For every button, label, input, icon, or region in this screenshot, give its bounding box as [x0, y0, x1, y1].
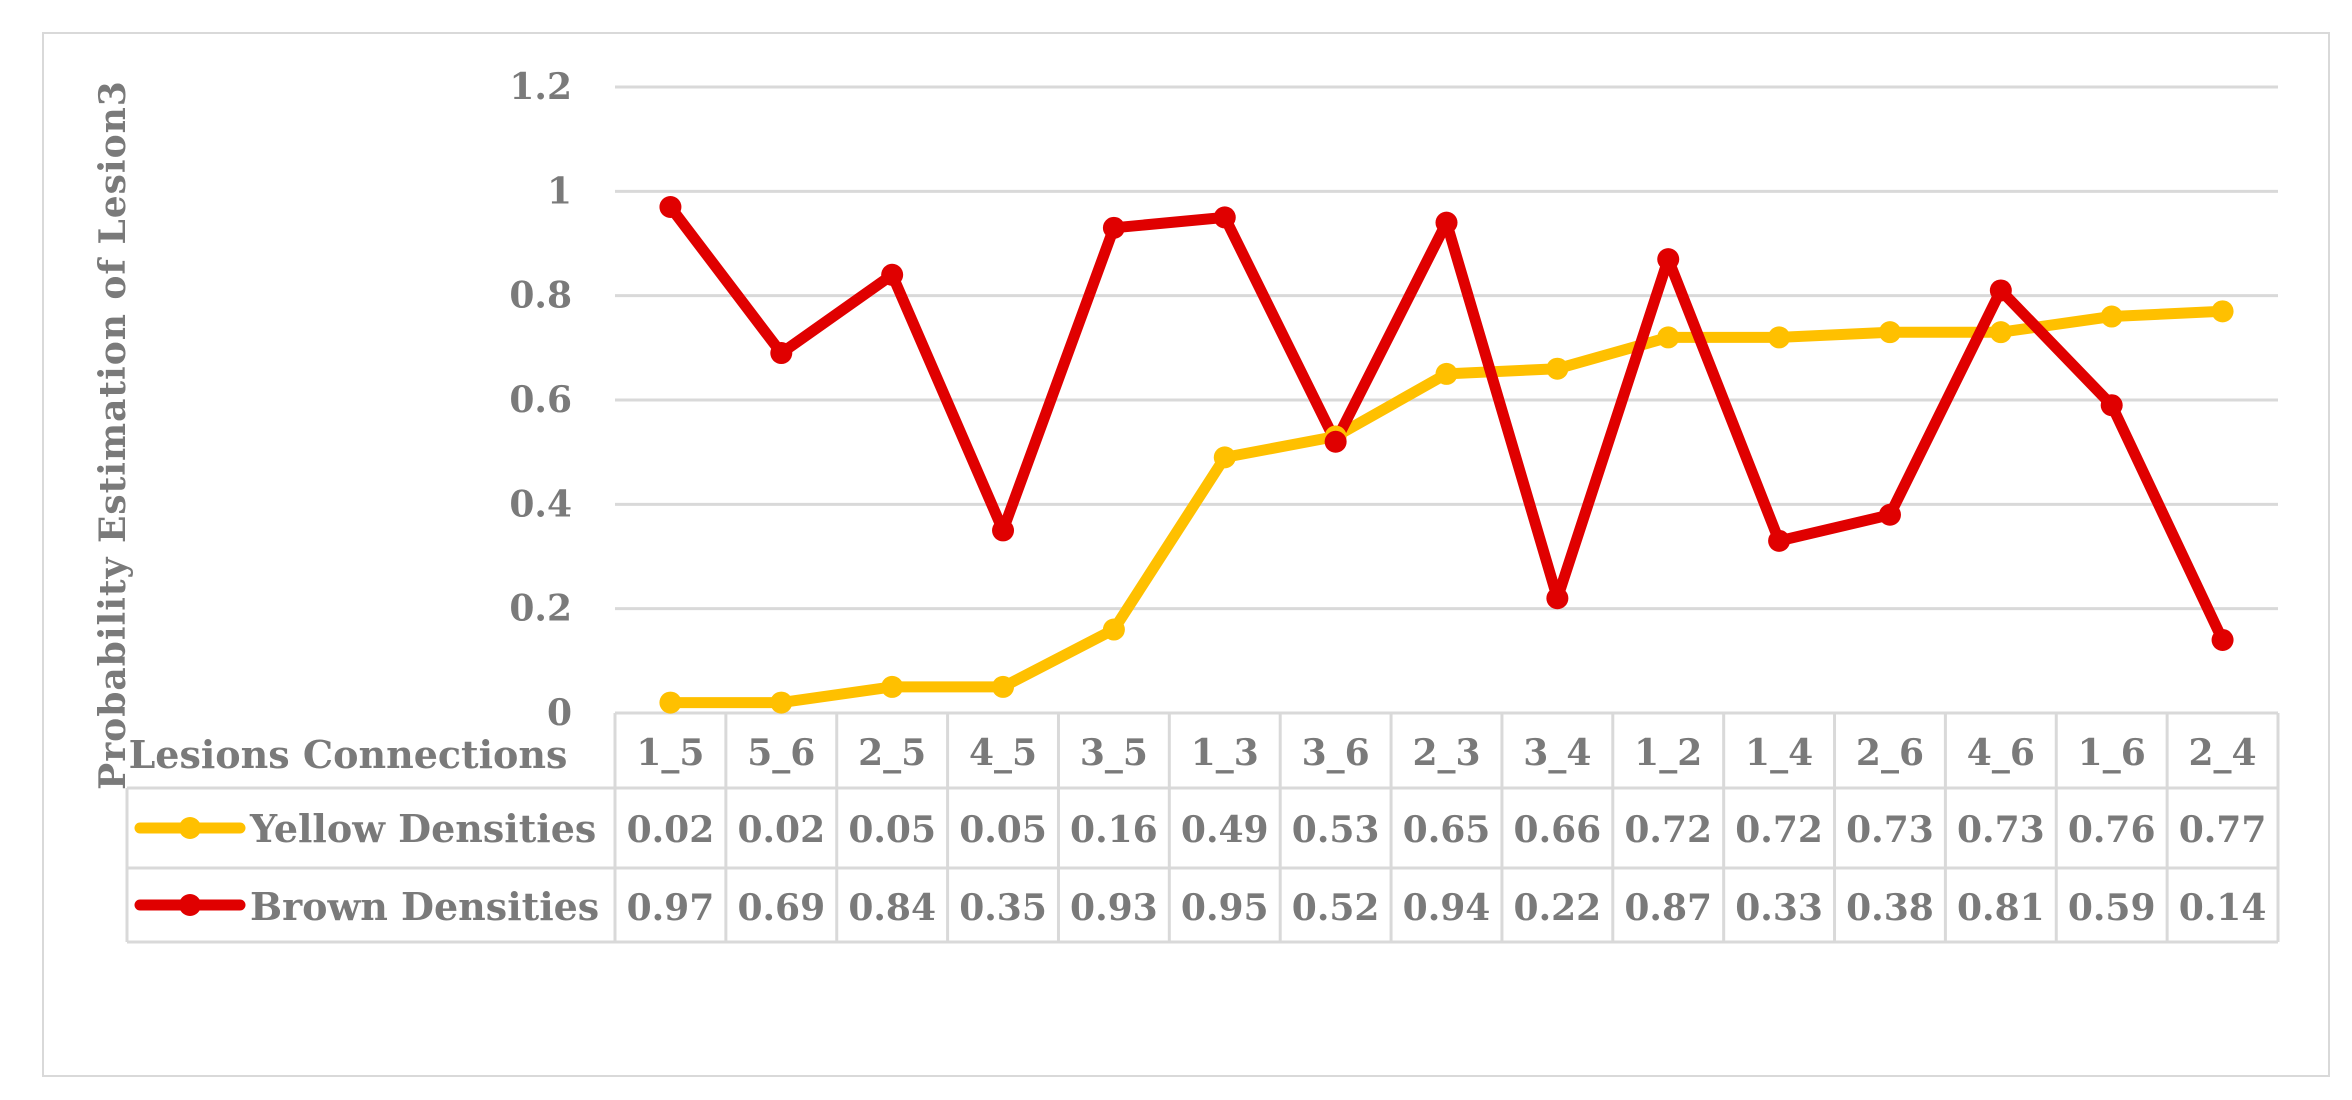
- data-point: [770, 342, 793, 365]
- x-tick-label: 2_3: [1412, 732, 1480, 774]
- data-point: [1213, 206, 1236, 229]
- data-label: 0.84: [848, 887, 936, 929]
- x-tick-label: 1_6: [2078, 732, 2146, 774]
- data-point: [1102, 216, 1125, 239]
- x-tick-label: 3_6: [1302, 732, 1370, 774]
- data-point: [992, 519, 1015, 542]
- y-tick-label: 0: [547, 692, 572, 734]
- y-tick-label: 0.4: [509, 483, 572, 525]
- x-tick-label: 2_4: [2189, 732, 2257, 774]
- y-axis-title: Probability Estimation of Lesion3: [92, 80, 134, 790]
- y-tick-label: 1: [547, 170, 572, 212]
- data-point: [1102, 618, 1125, 641]
- data-label: 0.97: [627, 887, 715, 929]
- data-point: [2211, 628, 2234, 651]
- data-point: [1989, 321, 2012, 344]
- data-label: 0.05: [848, 809, 936, 851]
- x-tick-label: 4_6: [1967, 732, 2035, 774]
- data-label: 0.73: [1957, 809, 2045, 851]
- data-point: [881, 263, 904, 286]
- x-tick-label: 1_5: [636, 732, 704, 774]
- data-label: 0.02: [627, 809, 715, 851]
- y-tick-label: 0.6: [509, 379, 572, 421]
- data-label: 0.38: [1846, 887, 1934, 929]
- data-label: 0.53: [1292, 809, 1380, 851]
- y-tick-label: 1.2: [509, 66, 572, 108]
- data-label: 0.73: [1846, 809, 1934, 851]
- data-label: 0.59: [2068, 887, 2156, 929]
- x-tick-label: 2_5: [858, 732, 926, 774]
- data-point: [1546, 357, 1569, 380]
- data-point: [1878, 503, 1901, 526]
- data-label: 0.72: [1735, 809, 1823, 851]
- data-point: [2211, 300, 2234, 323]
- gridlines: [615, 85, 2278, 715]
- data-point: [1435, 362, 1458, 385]
- data-point: [1657, 248, 1680, 271]
- data-point: [881, 675, 904, 698]
- data-label: 0.22: [1514, 887, 1602, 929]
- data-label: 0.93: [1070, 887, 1158, 929]
- y-axis-ticks: 0 0.2 0.4 0.6 0.8 1 1.2: [509, 66, 572, 734]
- data-point: [1324, 430, 1347, 453]
- data-label: 0.69: [737, 887, 825, 929]
- x-tick-label: 1_2: [1634, 732, 1702, 774]
- data-point: [1657, 326, 1680, 349]
- x-tick-label: 4_5: [969, 732, 1037, 774]
- data-table: Lesions Connections 1_5 5_6 2_5 4_5 3_5 1_3 3_6…: [125, 713, 2280, 944]
- legend-label: Brown Densities: [250, 884, 599, 929]
- data-label: 0.16: [1070, 809, 1158, 851]
- x-tick-label: 2_6: [1856, 732, 1924, 774]
- data-point: [1989, 279, 2012, 302]
- legend-key-marker: [179, 894, 201, 916]
- data-point: [1435, 211, 1458, 234]
- y-tick-label: 0.8: [509, 275, 572, 317]
- x-tick-label: 1_3: [1191, 732, 1259, 774]
- x-tick-label: 3_5: [1080, 732, 1148, 774]
- legend-key-marker: [179, 817, 201, 839]
- data-point: [1213, 446, 1236, 469]
- data-label: 0.76: [2068, 809, 2156, 851]
- data-label: 0.94: [1403, 887, 1491, 929]
- data-label: 0.95: [1181, 887, 1269, 929]
- data-label: 0.65: [1403, 809, 1491, 851]
- data-label: 0.02: [737, 809, 825, 851]
- data-label: 0.66: [1514, 809, 1602, 851]
- data-point: [659, 691, 682, 714]
- y-tick-label: 0.2: [509, 588, 572, 630]
- data-point: [1768, 529, 1791, 552]
- data-label: 0.33: [1735, 887, 1823, 929]
- data-point: [770, 691, 793, 714]
- data-point: [1546, 587, 1569, 610]
- data-point: [1768, 326, 1791, 349]
- data-label: 0.81: [1957, 887, 2045, 929]
- data-label: 0.87: [1624, 887, 1712, 929]
- x-tick-label: 3_4: [1523, 732, 1591, 774]
- data-point: [1878, 321, 1901, 344]
- data-label: 0.35: [959, 887, 1047, 929]
- x-tick-label: 1_4: [1745, 732, 1813, 774]
- data-point: [659, 195, 682, 218]
- data-point: [2100, 305, 2123, 328]
- data-label: 0.05: [959, 809, 1047, 851]
- data-label: 0.52: [1292, 887, 1380, 929]
- data-point: [2100, 394, 2123, 417]
- data-point: [992, 675, 1015, 698]
- x-tick-label: 5_6: [747, 732, 815, 774]
- data-label: 0.14: [2179, 887, 2267, 929]
- series-points: [659, 195, 2234, 714]
- legend-label: Yellow Densities: [249, 806, 596, 851]
- data-label: 0.49: [1181, 809, 1269, 851]
- chart-border: [42, 32, 2330, 1077]
- table-header-label: Lesions Connections: [129, 732, 568, 777]
- data-label: 0.72: [1624, 809, 1712, 851]
- data-label: 0.77: [2179, 809, 2267, 851]
